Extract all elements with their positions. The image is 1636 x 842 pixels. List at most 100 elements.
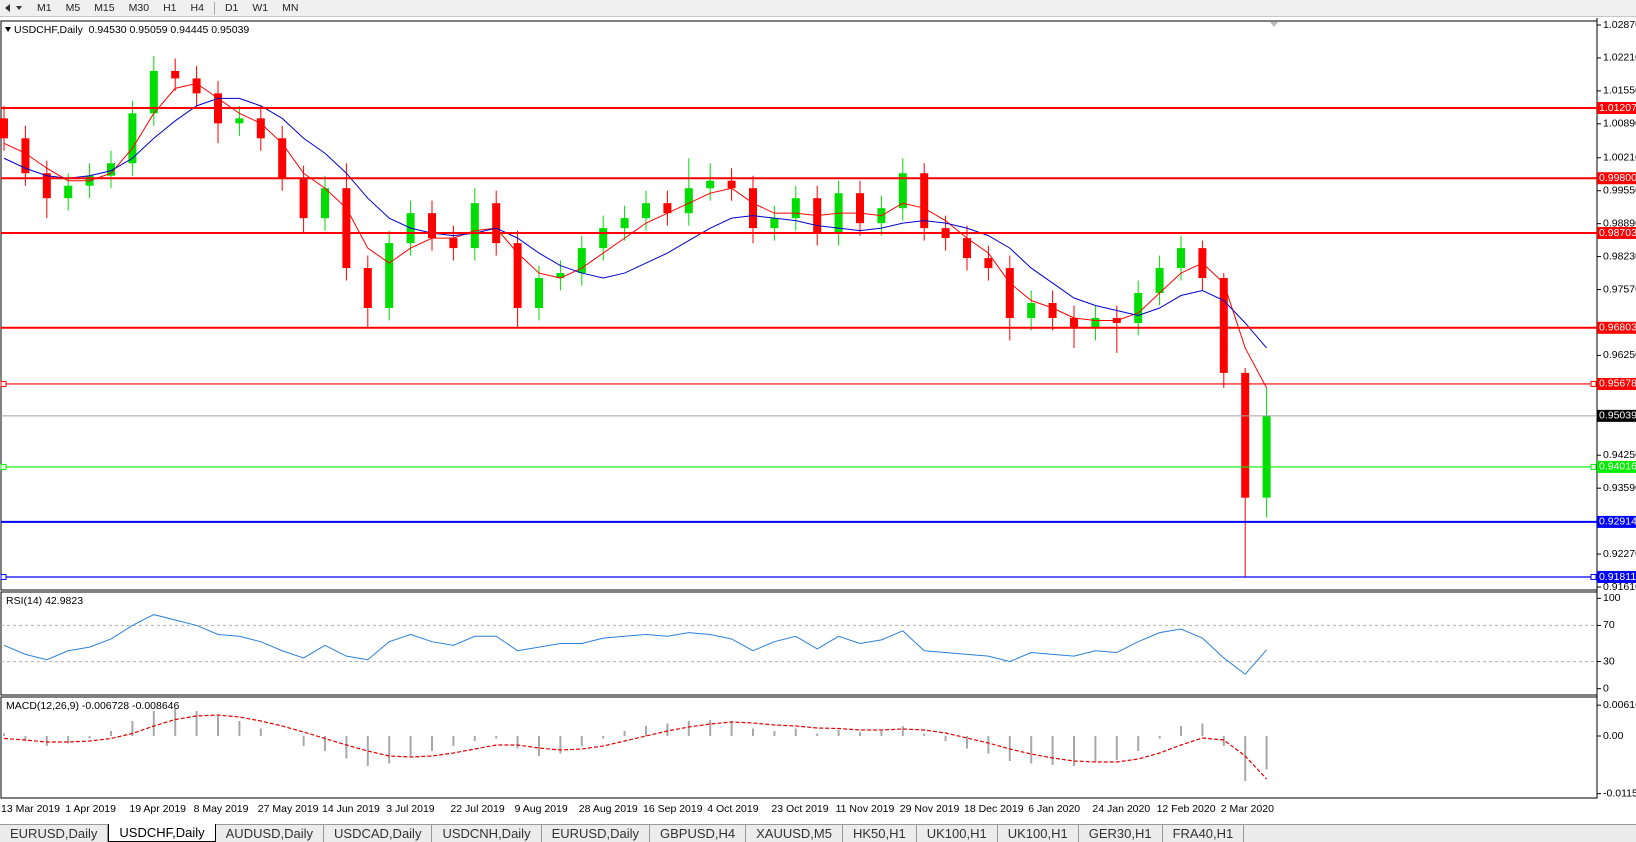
chart-tab[interactable]: GBPUSD,H4 bbox=[650, 825, 747, 842]
candle-body bbox=[64, 185, 73, 199]
timeframe-button[interactable]: M5 bbox=[65, 2, 81, 14]
x-tick-label: 28 Aug 2019 bbox=[579, 803, 638, 815]
candle-body bbox=[620, 218, 629, 229]
x-tick-label: 12 Feb 2020 bbox=[1157, 803, 1216, 815]
level-label-box bbox=[1597, 377, 1636, 390]
x-tick-label: 23 Oct 2019 bbox=[771, 803, 828, 815]
timeframe-button[interactable]: W1 bbox=[252, 2, 269, 14]
candle-body bbox=[235, 118, 244, 124]
candle-body bbox=[342, 188, 351, 269]
x-tick-label: 2 Mar 2020 bbox=[1221, 803, 1274, 815]
candle-body bbox=[663, 203, 672, 214]
candle-body bbox=[107, 163, 115, 176]
candle-body bbox=[577, 248, 586, 274]
timeframe-button[interactable]: M15 bbox=[94, 2, 115, 14]
panel-frame bbox=[0, 20, 1598, 591]
timeframe-toolbar: M1 M5 M15 M30 H1 H4 D1 W1 MN bbox=[0, 0, 1636, 17]
candle-body bbox=[1241, 372, 1250, 498]
x-tick-label: 19 Apr 2019 bbox=[129, 803, 186, 815]
candle-body bbox=[1177, 248, 1185, 269]
separator bbox=[213, 1, 215, 15]
x-tick-label: 8 May 2019 bbox=[194, 803, 249, 815]
candle-body bbox=[791, 198, 800, 219]
candle-body bbox=[513, 243, 522, 308]
level-handle bbox=[0, 463, 7, 470]
timeframe-button[interactable]: D1 bbox=[224, 2, 239, 14]
candle-body bbox=[535, 278, 543, 308]
chart-tab[interactable]: EURUSD,Daily bbox=[0, 825, 109, 842]
x-tick-label: 14 Jun 2019 bbox=[322, 803, 380, 815]
y-tick-label: 100 bbox=[1603, 592, 1621, 604]
chart-tab[interactable]: UK100,H1 bbox=[917, 825, 998, 842]
level-label: 0.94016 bbox=[1599, 461, 1636, 473]
candle-body bbox=[21, 138, 30, 174]
candle-body bbox=[128, 113, 137, 164]
scroll-marker bbox=[1270, 22, 1278, 27]
candle-body bbox=[1027, 303, 1036, 318]
level-handle bbox=[0, 573, 7, 580]
line bbox=[3, 714, 1268, 780]
x-tick-label: 9 Aug 2019 bbox=[515, 803, 568, 815]
panel-frame bbox=[0, 696, 1598, 799]
y-tick-label: 30 bbox=[1603, 655, 1615, 667]
candle-body bbox=[492, 203, 501, 244]
chart-tab[interactable]: FRA40,H1 bbox=[1163, 825, 1245, 842]
x-tick-label: 29 Nov 2019 bbox=[900, 803, 960, 815]
chart-header: USDCHF,Daily 0.94530 0.95059 0.94445 0.9… bbox=[14, 24, 249, 36]
toolbar-icon bbox=[5, 4, 22, 12]
level-label: 0.92914 bbox=[1599, 516, 1636, 528]
chart-tab[interactable]: AUDUSD,Daily bbox=[216, 825, 325, 842]
candle-body bbox=[1262, 415, 1271, 498]
candle-body bbox=[1155, 268, 1164, 294]
level-label-box bbox=[1597, 101, 1636, 114]
timeframe-button[interactable]: H4 bbox=[190, 2, 204, 14]
chart-tab[interactable]: GER30,H1 bbox=[1079, 825, 1163, 842]
chart-tab[interactable]: USDCAD,Daily bbox=[324, 825, 433, 842]
timeframe-button[interactable]: M30 bbox=[128, 2, 150, 14]
x-tick-label: 22 Jul 2019 bbox=[450, 803, 504, 815]
chart-tab[interactable]: XAUUSD,M5 bbox=[746, 825, 843, 842]
level-label-box bbox=[1597, 321, 1636, 334]
candle-body bbox=[1091, 317, 1100, 328]
level-label: 0.96803 bbox=[1599, 322, 1636, 334]
chart-tab[interactable]: EURUSD,Daily bbox=[542, 825, 650, 842]
candle-body bbox=[321, 188, 329, 219]
chart-tab[interactable]: UK100,H1 bbox=[998, 825, 1079, 842]
level-handle bbox=[1590, 463, 1597, 470]
indicator-header: RSI(14) 42.9823 bbox=[6, 595, 83, 607]
level-label: 0.91811 bbox=[1599, 571, 1636, 583]
y-tick-label: 0.91610 bbox=[1603, 581, 1636, 593]
candle-body bbox=[642, 203, 650, 219]
chart-tab[interactable]: HK50,H1 bbox=[843, 825, 917, 842]
current-price-label: 0.95039 bbox=[1599, 410, 1636, 422]
candle-body bbox=[770, 218, 779, 229]
x-tick-label: 11 Nov 2019 bbox=[836, 803, 895, 815]
level-handle bbox=[1590, 380, 1597, 387]
chart-tab[interactable]: USDCHF,Daily bbox=[108, 824, 216, 842]
line bbox=[3, 82, 1268, 389]
y-tick-label: -0.011535 bbox=[1603, 787, 1636, 799]
chart-tab[interactable]: USDCNH,Daily bbox=[432, 825, 542, 842]
candle-body bbox=[149, 70, 158, 114]
timeframe-button[interactable]: MN bbox=[282, 2, 299, 14]
x-tick-label: 13 Mar 2019 bbox=[1, 803, 60, 815]
timeframe-button[interactable]: H1 bbox=[163, 2, 177, 14]
y-tick-label: 70 bbox=[1603, 619, 1615, 631]
x-tick-label: 6 Jan 2020 bbox=[1028, 803, 1080, 815]
candle-body bbox=[1219, 278, 1228, 373]
timeframe-button[interactable]: M1 bbox=[37, 2, 52, 14]
candle-body bbox=[1048, 303, 1057, 318]
indicator-header: MACD(12,26,9) -0.006728 -0.008646 bbox=[6, 700, 180, 712]
level-label: 0.95678 bbox=[1599, 378, 1636, 390]
x-tick-label: 24 Jan 2020 bbox=[1092, 803, 1150, 815]
y-tick-label: 1.02210 bbox=[1603, 52, 1636, 64]
y-tick-label: 1.02870 bbox=[1603, 19, 1636, 31]
chart-tabs: EURUSD,Daily USDCHF,Daily AUDUSD,Daily USDC… bbox=[0, 824, 1636, 842]
